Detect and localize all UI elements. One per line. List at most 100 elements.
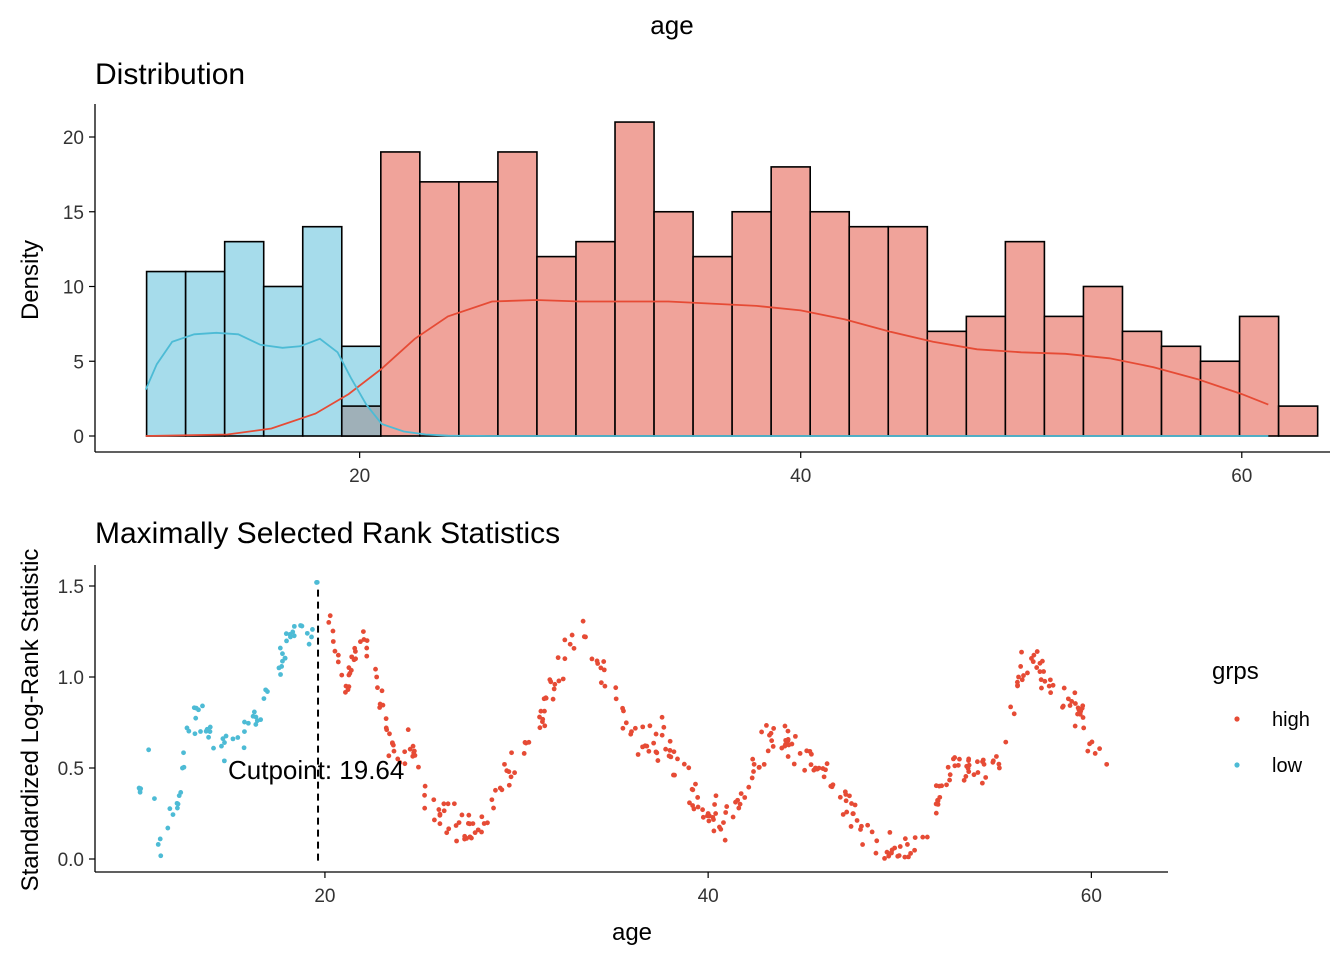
point-high <box>711 828 717 834</box>
y-tick-label: 0.0 <box>58 850 84 871</box>
point-high <box>655 758 661 763</box>
histogram-bar-high-25 <box>1082 285 1124 437</box>
histogram-bar-high-19 <box>848 225 890 437</box>
point-high <box>526 739 532 745</box>
point-high <box>693 781 698 787</box>
point-high <box>722 837 728 843</box>
point-high <box>383 716 389 722</box>
x-tick-label: 40 <box>698 886 719 907</box>
histogram-bar-low-1 <box>184 270 226 437</box>
point-high <box>651 740 657 746</box>
point-high <box>892 845 898 851</box>
point-high <box>887 829 893 835</box>
point-high <box>537 725 543 731</box>
point-high <box>402 761 408 767</box>
point-high <box>840 812 846 817</box>
histogram-bar-low-0 <box>145 270 187 437</box>
point-low <box>280 658 285 664</box>
point-low <box>250 713 256 719</box>
point-high <box>952 763 958 769</box>
point-low <box>200 703 205 709</box>
histogram-bar-high-29 <box>1238 315 1280 437</box>
point-high <box>1037 669 1043 675</box>
point-low <box>221 758 227 764</box>
legend-low-label: low <box>1272 755 1303 777</box>
point-high <box>713 793 719 799</box>
point-high <box>446 826 452 832</box>
point-low <box>152 796 157 801</box>
point-high <box>481 821 487 826</box>
point-high <box>821 774 827 780</box>
point-high <box>783 737 789 743</box>
point-high <box>1025 670 1030 676</box>
point-high <box>437 811 443 817</box>
point-high <box>512 770 518 776</box>
point-high <box>343 689 348 695</box>
point-high <box>462 833 468 839</box>
point-low <box>198 729 203 734</box>
y-tick-label: 5 <box>73 352 84 373</box>
point-low <box>291 623 297 629</box>
point-high <box>504 768 510 774</box>
point-high <box>695 795 701 800</box>
histogram-bar-high-22 <box>965 315 1007 437</box>
point-high <box>937 794 943 800</box>
histogram-bar-low-2 <box>223 240 265 437</box>
point-high-anchor-13 <box>491 805 496 811</box>
histogram-bar-low-3 <box>262 285 304 437</box>
point-high <box>723 810 729 815</box>
point-low <box>137 789 143 795</box>
point-high <box>952 755 958 760</box>
histogram-bar-high-12 <box>575 240 616 437</box>
point-high <box>705 813 710 819</box>
point-high <box>996 761 1002 767</box>
point-low-anchor-16 <box>309 634 314 640</box>
point-high-anchor-8 <box>410 743 416 749</box>
point-low <box>180 765 185 771</box>
point-high <box>902 836 908 842</box>
point-high <box>1018 664 1024 669</box>
y-tick-label: 20 <box>63 128 84 149</box>
point-low <box>175 801 181 807</box>
distribution-title: Distribution <box>95 58 245 91</box>
point-high-anchor-25 <box>675 756 680 762</box>
point-high <box>339 672 345 678</box>
point-low-anchor-9 <box>230 736 236 742</box>
histogram-bar-high-17 <box>770 166 811 437</box>
point-high <box>598 680 604 686</box>
point-high <box>966 756 972 762</box>
x-tick-label: 20 <box>314 886 335 907</box>
point-high <box>571 645 577 651</box>
point-high <box>869 829 875 835</box>
point-high <box>980 759 985 765</box>
point-high <box>666 753 672 759</box>
point-low <box>206 734 211 740</box>
point-high <box>386 753 392 759</box>
point-high <box>860 842 865 847</box>
point-high <box>1042 678 1048 684</box>
point-high <box>613 685 619 691</box>
point-high <box>543 695 549 701</box>
point-high <box>933 783 939 789</box>
point-low <box>167 806 173 812</box>
point-high <box>538 708 544 714</box>
point-high <box>569 632 575 638</box>
histogram-bar-high-8 <box>419 181 460 437</box>
histogram-bar-high-28 <box>1199 360 1241 437</box>
rank-x-ticks: 20 40 60 <box>314 872 1102 907</box>
point-low <box>283 631 289 637</box>
point-high <box>711 817 716 822</box>
point-high <box>502 761 507 767</box>
point-high <box>691 806 697 812</box>
x-tick-label: 20 <box>349 466 370 487</box>
point-low <box>138 786 144 792</box>
distribution-x-ticks: 20 40 60 <box>349 452 1252 487</box>
point-high <box>348 667 354 673</box>
point-high <box>961 777 967 783</box>
point-high <box>377 701 383 707</box>
histogram-bar-high-13 <box>614 121 655 437</box>
point-high <box>375 685 380 691</box>
point-high <box>441 808 447 814</box>
distribution-y-ticks: 0 5 10 15 20 <box>63 128 95 448</box>
point-low <box>157 836 163 842</box>
